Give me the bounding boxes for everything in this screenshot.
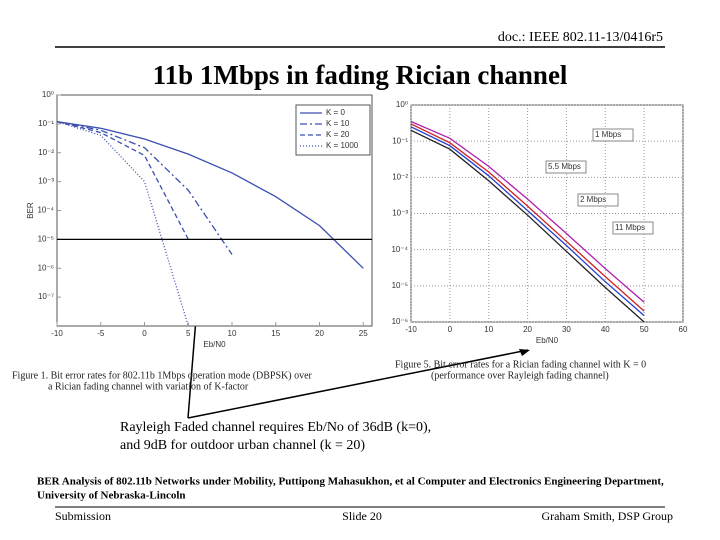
legend-label: K = 20 [326,130,350,139]
y-tick-label: 10⁰ [42,90,54,99]
series-line [56,120,364,269]
annotation-label: 5.5 Mbps [548,162,581,171]
legend-label: K = 1000 [326,141,359,150]
arrow-head [519,349,530,356]
y-axis-label: BER [26,202,35,219]
legend-label: K = 0 [326,108,345,117]
figure-caption: (performance over Rayleigh fading channe… [431,370,609,381]
annotation-box [545,160,587,174]
y-tick-label: 10⁻⁵ [392,281,408,290]
figure-caption: Figure 5. Bit error rates for a Rician f… [395,359,646,370]
y-tick-label: 10⁻⁶ [392,317,408,326]
x-tick-label: 10 [228,329,237,338]
y-tick-label: 10⁻⁴ [37,206,54,215]
series-line [410,120,645,303]
series-line [410,123,645,312]
annotation-box [612,221,654,235]
note-line: Rayleigh Faded channel requires Eb/No of… [120,420,431,435]
annotation-label: 1 Mbps [595,130,621,139]
series-line [410,126,645,317]
annotation-label: 2 Mbps [580,195,606,204]
series-line [410,129,645,323]
y-tick-label: 10⁻¹ [392,136,408,145]
y-tick-label: 10⁻³ [392,209,408,218]
y-tick-label: 10⁻² [38,148,54,157]
x-tick-label: 25 [359,329,368,338]
x-tick-label: 15 [271,329,280,338]
annotation-box [592,128,634,142]
x-tick-label: 20 [523,325,532,334]
slide-title: 11b 1Mbps in fading Rician channel [153,60,568,90]
y-tick-label: 10⁻⁴ [391,245,408,254]
footer-right: Graham Smith, DSP Group [541,509,673,523]
series-line [56,120,233,255]
x-tick-label: 5 [186,329,191,338]
x-tick-label: 40 [601,325,610,334]
x-tick-label: 0 [448,325,453,334]
legend-label: K = 10 [326,119,350,128]
figure-caption: a Rician fading channel with variation o… [48,381,249,392]
x-tick-label: 20 [315,329,324,338]
y-tick-label: 10⁻¹ [38,119,54,128]
x-tick-label: -10 [405,325,417,334]
arrow [187,349,529,419]
citation-line: BER Analysis of 802.11b Networks under M… [37,476,664,488]
note-line: and 9dB for outdoor urban channel (k = 2… [120,438,365,453]
x-tick-label: 10 [484,325,493,334]
annotation-label: 11 Mbps [615,223,645,232]
annotation-box [577,193,619,207]
y-tick-label: 10⁻³ [38,177,54,186]
footer-center: Slide 20 [342,509,382,523]
y-tick-label: 10⁻² [392,172,408,181]
citation-line: University of Nebraska-Lincoln [37,490,186,502]
x-tick-label: -10 [51,329,63,338]
y-tick-label: 10⁻⁵ [38,234,54,243]
doc-header: doc.: IEEE 802.11-13/0416r5 [498,30,663,45]
x-axis-label: Eb/N0 [203,340,226,349]
x-tick-label: 0 [142,329,147,338]
y-tick-label: 10⁻⁶ [38,263,54,272]
legend-box [295,104,371,156]
x-axis-label: Eb/N0 [536,336,559,345]
y-tick-label: 10⁻⁷ [38,292,54,301]
x-tick-label: 50 [640,325,649,334]
footer-left: Submission [55,509,111,523]
x-tick-label: -5 [97,329,105,338]
x-tick-label: 60 [679,325,688,334]
figure-caption: Figure 1. Bit error rates for 802.11b 1M… [12,370,313,381]
x-tick-label: 30 [562,325,571,334]
y-tick-label: 10⁰ [396,100,408,109]
